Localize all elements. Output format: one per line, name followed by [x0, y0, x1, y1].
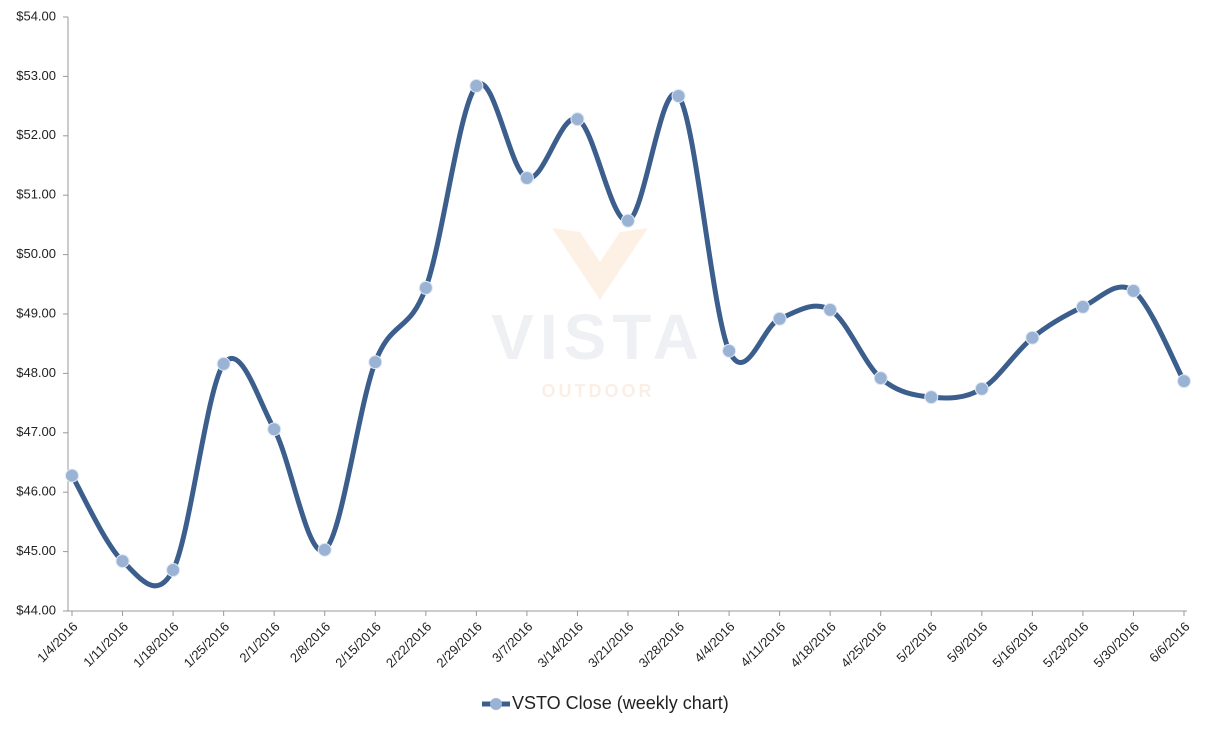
- data-point: [924, 390, 939, 405]
- y-tick-label: $45.00: [16, 543, 56, 558]
- data-point: [722, 343, 737, 358]
- data-point: [772, 311, 787, 326]
- y-tick-label: $46.00: [16, 484, 56, 499]
- x-tick-label: 2/22/2016: [383, 619, 435, 671]
- data-point: [519, 170, 534, 185]
- y-tick-label: $50.00: [16, 246, 56, 261]
- data-point: [65, 468, 79, 483]
- y-tick-label: $51.00: [16, 187, 56, 202]
- y-tick-label: $52.00: [16, 127, 56, 142]
- x-tick-label: 5/16/2016: [989, 619, 1041, 671]
- x-tick-label: 1/18/2016: [130, 619, 182, 671]
- legend-label: VSTO Close (weekly chart): [512, 693, 729, 713]
- data-point: [671, 89, 686, 104]
- x-tick-label: 3/14/2016: [534, 619, 586, 671]
- x-tick-label: 5/23/2016: [1040, 619, 1092, 671]
- y-tick-label: $49.00: [16, 305, 56, 320]
- data-point: [823, 302, 838, 317]
- x-tick-label: 3/7/2016: [489, 619, 535, 665]
- x-tick-label: 1/4/2016: [34, 619, 80, 665]
- data-point: [1126, 283, 1141, 298]
- x-tick-label: 4/18/2016: [787, 619, 839, 671]
- y-tick-label: $48.00: [16, 365, 56, 380]
- x-tick-label: 5/2/2016: [893, 619, 939, 665]
- watermark-logo: [552, 228, 648, 300]
- x-tick-label: 4/11/2016: [737, 619, 788, 670]
- data-point: [570, 112, 585, 127]
- x-tick-label: 2/8/2016: [287, 619, 333, 665]
- x-tick-label: 3/21/2016: [585, 619, 637, 671]
- data-point: [621, 213, 635, 228]
- x-tick-label: 2/29/2016: [433, 619, 485, 671]
- data-point: [216, 356, 231, 371]
- data-point: [115, 554, 130, 569]
- y-tick-label: $47.00: [16, 424, 56, 439]
- data-point: [1075, 299, 1090, 314]
- data-point: [317, 542, 332, 557]
- data-point: [368, 355, 383, 370]
- watermark: VISTA: [491, 301, 705, 373]
- x-tick-label: 5/30/2016: [1090, 619, 1142, 671]
- x-tick-label: 2/15/2016: [332, 619, 384, 671]
- x-tick-label: 6/6/2016: [1146, 619, 1192, 665]
- x-tick-label: 1/11/2016: [80, 619, 131, 670]
- data-point: [267, 422, 282, 437]
- y-tick-label: $53.00: [16, 68, 56, 83]
- legend-marker: [490, 698, 502, 710]
- data-point: [873, 371, 888, 386]
- data-point: [166, 563, 181, 578]
- y-tick-label: $44.00: [16, 602, 56, 617]
- x-tick-label: 2/1/2016: [236, 619, 282, 665]
- x-tick-label: 1/25/2016: [181, 619, 233, 671]
- data-point: [974, 381, 989, 396]
- watermark: OUTDOOR: [542, 381, 655, 401]
- x-tick-label: 4/4/2016: [691, 619, 737, 665]
- x-tick-label: 5/9/2016: [944, 619, 990, 665]
- y-tick-label: $54.00: [16, 8, 56, 23]
- data-point: [469, 78, 484, 93]
- x-tick-label: 3/28/2016: [636, 619, 688, 671]
- x-tick-label: 4/25/2016: [838, 619, 890, 671]
- data-point: [1177, 374, 1191, 389]
- data-point: [1025, 330, 1040, 345]
- data-point: [418, 280, 433, 295]
